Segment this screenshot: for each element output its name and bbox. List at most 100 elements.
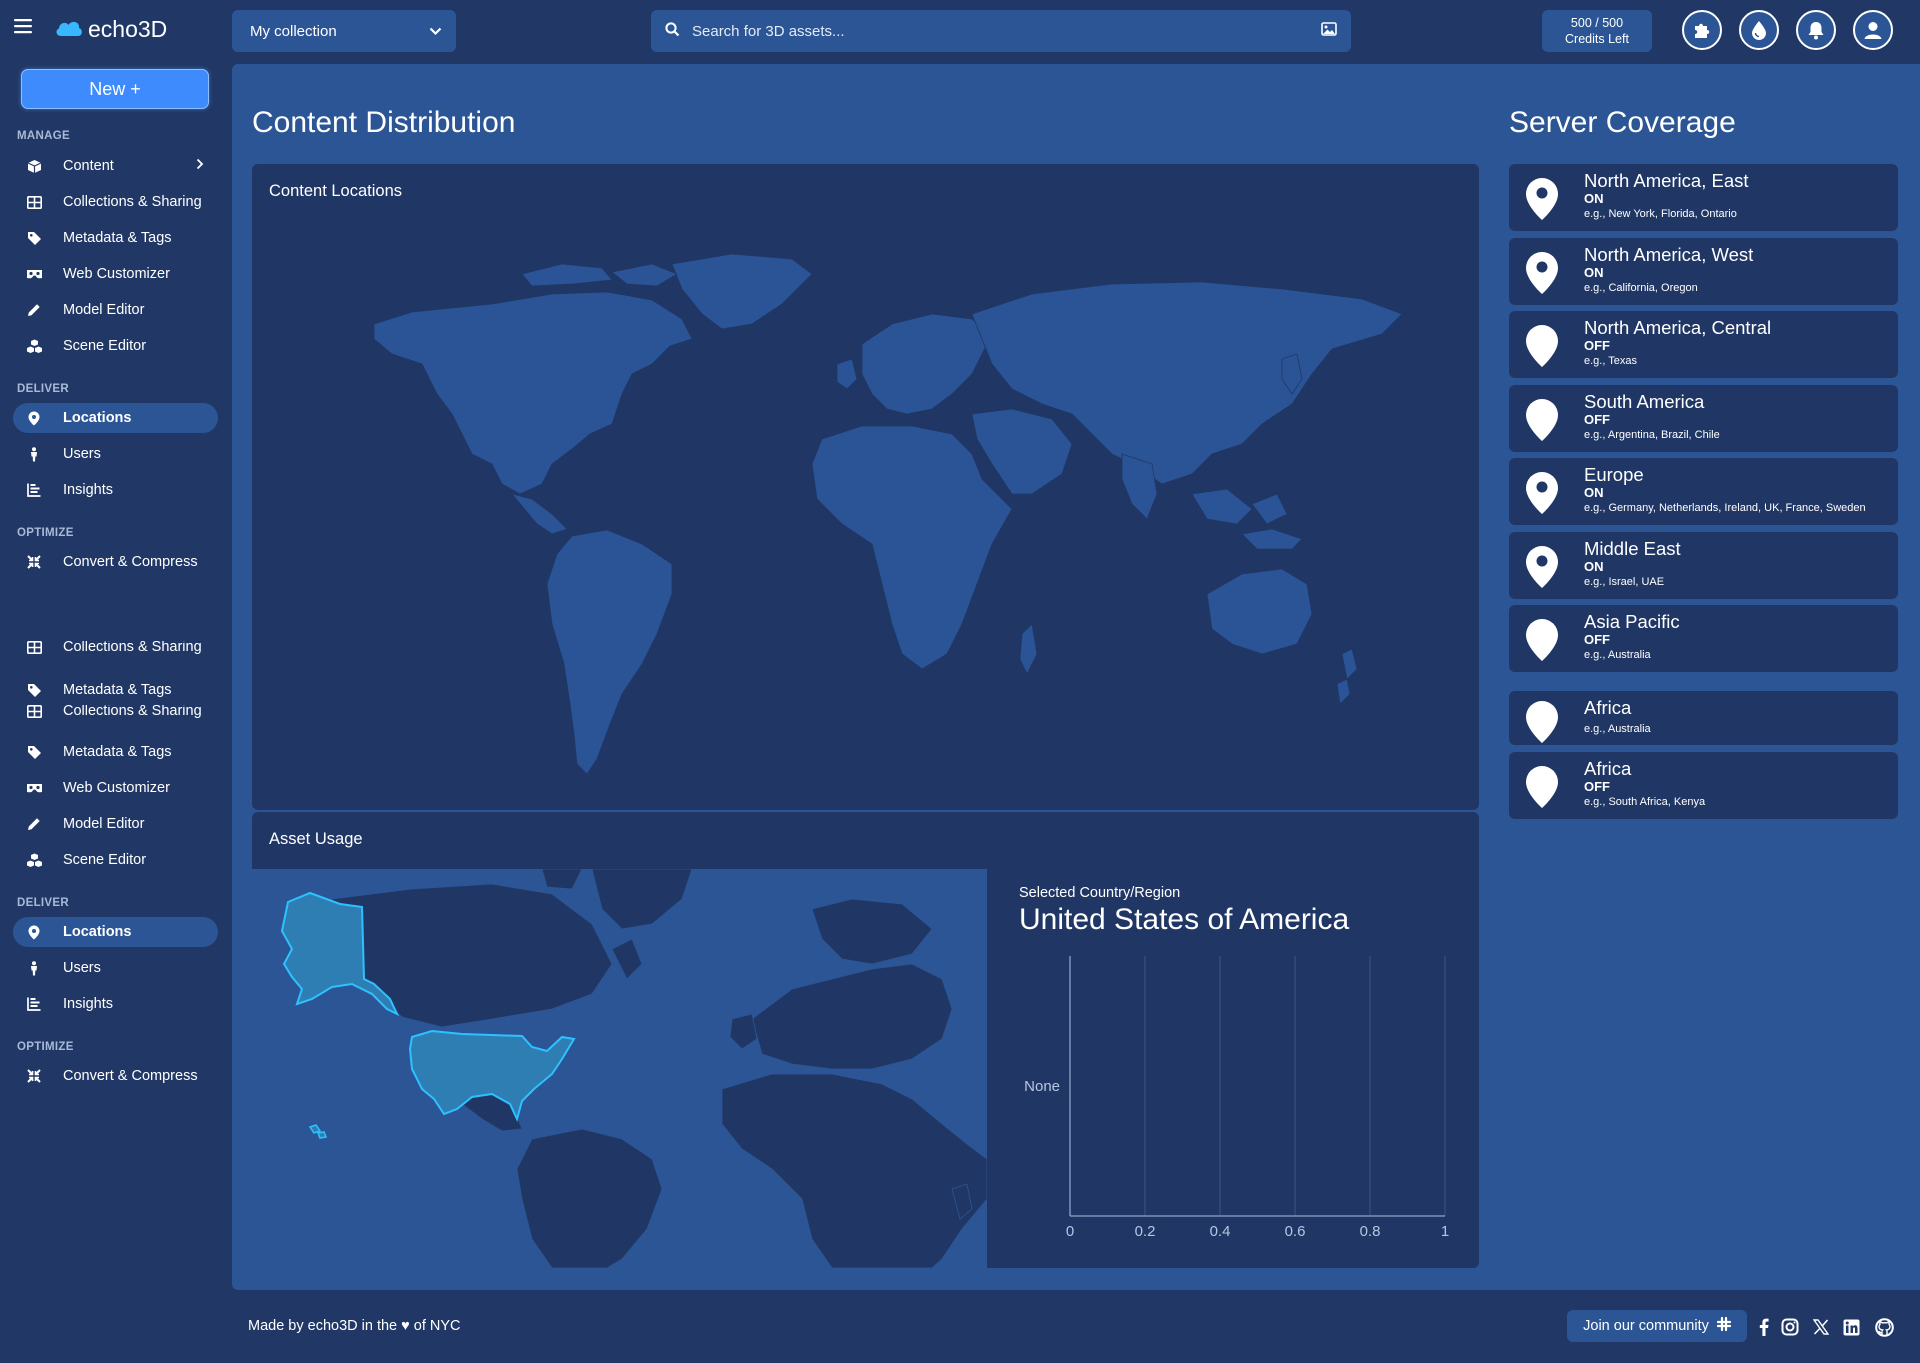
location-pin-icon: [1525, 618, 1559, 667]
sidebar-item-insights[interactable]: Insights: [13, 475, 218, 505]
server-region-examples: e.g., New York, Florida, Ontario: [1584, 208, 1737, 220]
sidebar-item-metadata[interactable]: Metadata & Tags: [13, 675, 218, 705]
new-button[interactable]: New +: [21, 69, 209, 109]
chevron-right-icon: [196, 158, 204, 174]
world-map[interactable]: [252, 164, 1479, 810]
tag-icon: [25, 229, 43, 247]
asset-usage-card: Asset Usage: [252, 812, 1479, 1268]
sidebar-item-label: Convert & Compress: [63, 1068, 198, 1084]
alaska-highlight: [280, 891, 400, 1017]
hamburger-menu-icon[interactable]: [14, 18, 36, 38]
credits-badge[interactable]: 500 / 500 Credits Left: [1542, 10, 1652, 52]
server-status: OFF: [1584, 632, 1610, 647]
bell-icon[interactable]: [1796, 10, 1836, 50]
sidebar-item-metadata[interactable]: Metadata & Tags: [13, 223, 218, 253]
search-input[interactable]: Search for 3D assets...: [692, 22, 845, 40]
cubes-icon: [25, 337, 43, 355]
server-region-name: South America: [1584, 391, 1705, 412]
sidebar-item-label: Scene Editor: [63, 338, 147, 354]
usa-highlight: [408, 1029, 576, 1122]
server-region-examples: e.g., Australia: [1584, 649, 1651, 661]
sidebar-item-convert[interactable]: Convert & Compress: [13, 1061, 218, 1091]
x-tick-label: 0.6: [1285, 1223, 1306, 1240]
section-label-deliver: DELIVER: [17, 897, 69, 909]
user-profile-icon[interactable]: [1853, 10, 1893, 50]
sidebar-item-users[interactable]: Users: [13, 953, 218, 983]
github-icon[interactable]: [1874, 1317, 1894, 1337]
server-region-examples: e.g., Argentina, Brazil, Chile: [1584, 429, 1720, 441]
server-region-card[interactable]: Asia Pacific OFF e.g., Australia: [1509, 605, 1898, 672]
page-title: Content Distribution: [252, 106, 516, 139]
collection-dropdown[interactable]: My collection: [232, 10, 456, 52]
section-label-deliver: DELIVER: [17, 383, 69, 395]
puzzle-icon[interactable]: [1682, 10, 1722, 50]
server-region-card[interactable]: North America, West ON e.g., California, O…: [1509, 238, 1898, 305]
server-region-card[interactable]: Africa e.g., Australia: [1509, 691, 1898, 745]
server-region-card[interactable]: North America, Central OFF e.g., Texas: [1509, 311, 1898, 378]
image-search-icon[interactable]: [1321, 22, 1337, 40]
sidebar-item-collections-fragment: Collections & Sharing: [13, 705, 218, 721]
footer-credit: Made by echo3D in the ♥ of NYC: [248, 1318, 461, 1334]
server-region-examples: e.g., Germany, Netherlands, Ireland, UK,…: [1584, 502, 1866, 514]
sidebar-item-locations[interactable]: Locations: [13, 917, 218, 947]
server-region-examples: e.g., South Africa, Kenya: [1584, 796, 1706, 808]
water-drop-icon[interactable]: [1739, 10, 1779, 50]
search-bar[interactable]: Search for 3D assets...: [651, 10, 1351, 52]
server-status: OFF: [1584, 779, 1610, 794]
server-region-card[interactable]: North America, East ON e.g., New York, Flo…: [1509, 164, 1898, 231]
cubes-icon: [25, 851, 43, 869]
sidebar-item-metadata[interactable]: Metadata & Tags: [13, 737, 218, 767]
sidebar-item-model-editor[interactable]: Model Editor: [13, 809, 218, 839]
server-region-name: North America, Central: [1584, 317, 1772, 338]
sidebar-item-insights[interactable]: Insights: [13, 989, 218, 1019]
sidebar-item-scene-editor[interactable]: Scene Editor: [13, 331, 218, 361]
sidebar-item-scene-editor[interactable]: Scene Editor: [13, 845, 218, 875]
sidebar-item-label: Users: [63, 960, 101, 976]
section-label-optimize: OPTIMIZE: [17, 527, 74, 539]
sidebar-item-web-customizer[interactable]: Web Customizer: [13, 773, 218, 803]
sidebar-item-content[interactable]: Content: [13, 151, 218, 181]
location-pin-icon: [1525, 251, 1559, 300]
logo[interactable]: echo3D: [54, 16, 167, 43]
section-label-manage: MANAGE: [17, 130, 70, 142]
sidebar-item-model-editor[interactable]: Model Editor: [13, 295, 218, 325]
content-locations-title: Content Locations: [269, 182, 403, 200]
server-region-card[interactable]: South America OFF e.g., Argentina, Brazil,…: [1509, 385, 1898, 452]
cloud-logo-icon: [54, 16, 84, 43]
sidebar-item-web-customizer[interactable]: Web Customizer: [13, 259, 218, 289]
server-status: ON: [1584, 559, 1604, 574]
server-region-card[interactable]: Europe ON e.g., Germany, Netherlands, Irel…: [1509, 458, 1898, 525]
join-community-label: Join our community: [1583, 1318, 1709, 1334]
server-region-card[interactable]: Middle East ON e.g., Israel, UAE: [1509, 532, 1898, 599]
x-tick-label: 0.2: [1135, 1223, 1156, 1240]
sidebar-item-label: Collections & Sharing: [63, 641, 202, 655]
server-region-examples: e.g., Israel, UAE: [1584, 576, 1665, 588]
x-twitter-icon[interactable]: [1811, 1317, 1831, 1337]
location-pin-icon: [1525, 177, 1559, 226]
chart-icon: [25, 995, 43, 1013]
usage-bar-chart: 0 0.2 0.4 0.6 0.8 1 None: [1024, 956, 1449, 1240]
server-region-name: Africa: [1584, 697, 1632, 718]
location-pin-icon: [1525, 471, 1559, 520]
sidebar-item-users[interactable]: Users: [13, 439, 218, 469]
join-community-button[interactable]: Join our community: [1567, 1310, 1747, 1342]
sidebar-item-label: Insights: [63, 996, 113, 1012]
person-icon: [25, 959, 43, 977]
server-region-card[interactable]: Africa OFF e.g., South Africa, Kenya: [1509, 752, 1898, 819]
x-tick-label: 1: [1441, 1223, 1449, 1240]
slack-icon: [1716, 1316, 1731, 1335]
sidebar-item-convert[interactable]: Convert & Compress: [13, 547, 218, 577]
instagram-icon[interactable]: [1780, 1317, 1800, 1337]
sidebar-item-locations[interactable]: Locations: [13, 403, 218, 433]
linkedin-icon[interactable]: [1841, 1317, 1861, 1337]
sidebar-item-collections[interactable]: Collections & Sharing: [13, 187, 218, 217]
server-coverage-title: Server Coverage: [1509, 106, 1736, 139]
asset-usage-title: Asset Usage: [269, 830, 363, 848]
asset-usage-map[interactable]: [252, 869, 987, 1268]
facebook-icon[interactable]: [1754, 1317, 1774, 1337]
sidebar-item-label: Metadata & Tags: [63, 230, 172, 246]
server-region-name: Africa: [1584, 758, 1632, 779]
server-region-name: Asia Pacific: [1584, 611, 1680, 632]
sidebar-item-label: Users: [63, 446, 101, 462]
grid-icon: [25, 193, 43, 211]
